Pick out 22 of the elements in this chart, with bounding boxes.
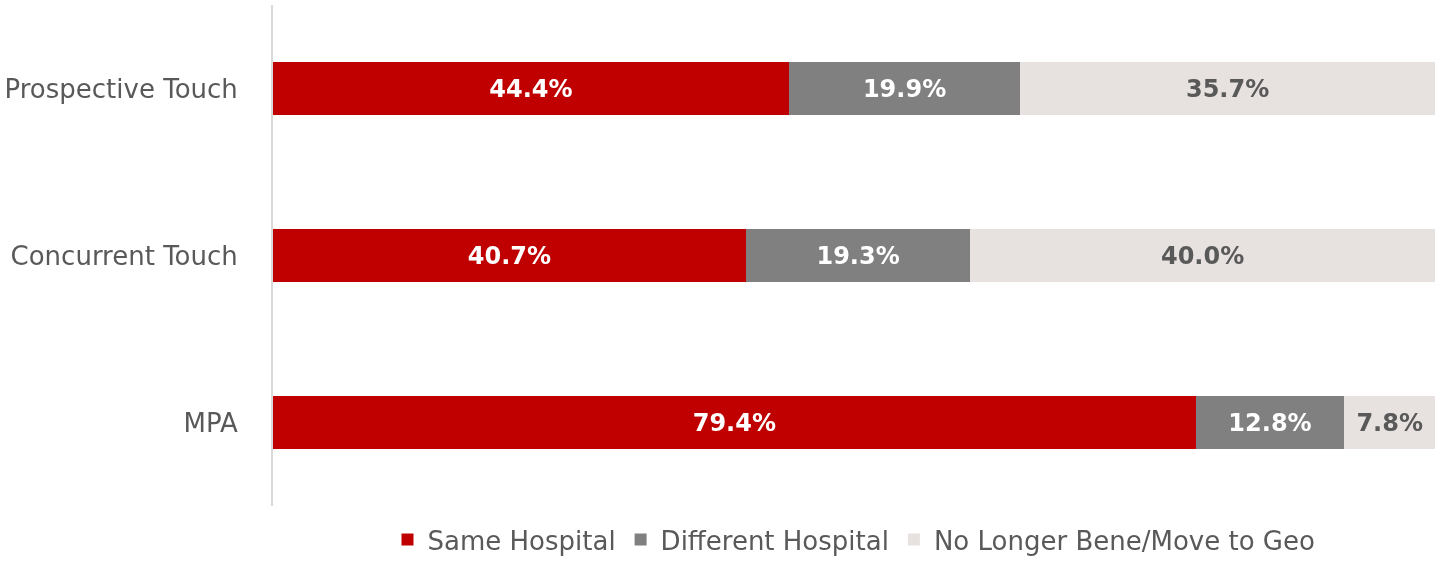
y-tick-label: Prospective Touch	[4, 73, 238, 104]
data-label: 40.0%	[1160, 241, 1245, 270]
bar	[788, 61, 1021, 116]
bar	[970, 228, 1435, 283]
y-tick-label: Concurrent Touch	[10, 240, 238, 271]
bar	[273, 228, 746, 283]
data-label: 35.7%	[1185, 74, 1270, 103]
bar	[1020, 61, 1435, 116]
legend-label: Same Hospital	[427, 525, 616, 556]
y-tick-label: MPA	[183, 407, 239, 438]
data-label: 19.9%	[862, 74, 947, 103]
bar	[273, 395, 1196, 450]
data-label: 19.3%	[816, 241, 900, 270]
data-label: 44.4%	[489, 74, 573, 103]
legend-label: Different Hospital	[660, 525, 889, 556]
bar	[745, 228, 971, 283]
legend-label: No Longer Bene/Move to Geo	[933, 525, 1315, 556]
data-label: 7.8%	[1356, 408, 1423, 437]
data-label: 79.4%	[692, 408, 776, 437]
data-label: 40.7%	[467, 241, 552, 270]
bar	[273, 61, 789, 116]
data-label: 12.8%	[1228, 408, 1312, 437]
